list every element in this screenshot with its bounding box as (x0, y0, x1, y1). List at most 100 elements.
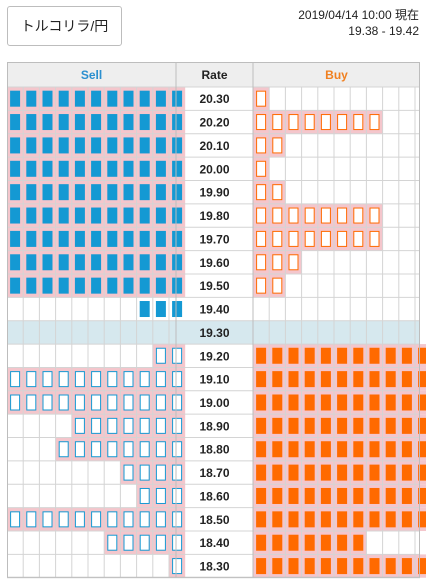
buy-order-block (353, 534, 364, 551)
sell-order-block (172, 137, 183, 154)
sell-order-block (74, 394, 85, 411)
sell-order-block (155, 207, 166, 224)
buy-order-block (353, 347, 364, 364)
buy-order-block (401, 371, 412, 388)
buy-order-block (304, 417, 315, 434)
buy-order-block (337, 464, 348, 481)
rate-label: 18.40 (199, 536, 229, 550)
sell-order-block (91, 277, 102, 294)
buy-order-block (353, 207, 364, 224)
sell-order-block (123, 371, 134, 388)
sell-order-block (155, 90, 166, 107)
sell-order-block (42, 511, 53, 528)
sell-order-block (74, 230, 85, 247)
rate-label: 19.30 (199, 326, 229, 340)
sell-order-block (107, 160, 118, 177)
buy-order-block (256, 230, 267, 247)
sell-order-block (155, 487, 166, 504)
sell-order-block (155, 441, 166, 458)
sell-order-block (155, 254, 166, 271)
sell-order-block (74, 511, 85, 528)
buy-order-block (288, 464, 299, 481)
sell-order-block (91, 371, 102, 388)
sell-order-block (155, 371, 166, 388)
sell-order-block (107, 114, 118, 131)
sell-order-block (91, 417, 102, 434)
buy-order-block (353, 230, 364, 247)
buy-order-block (418, 347, 426, 364)
buy-order-block (353, 487, 364, 504)
sell-order-block (172, 207, 183, 224)
buy-order-block (353, 558, 364, 575)
buy-order-block (320, 534, 331, 551)
buy-order-block (337, 114, 348, 131)
sell-order-block (58, 114, 69, 131)
buy-order-block (256, 114, 267, 131)
buy-order-block (385, 394, 396, 411)
buy-order-block (256, 277, 267, 294)
sell-order-block (74, 417, 85, 434)
buy-order-block (272, 417, 283, 434)
sell-order-block (42, 207, 53, 224)
buy-order-block (369, 207, 380, 224)
sell-order-block (91, 441, 102, 458)
sell-order-block (107, 184, 118, 201)
sell-order-block (42, 160, 53, 177)
buy-order-block (385, 371, 396, 388)
sell-order-block (58, 137, 69, 154)
sell-order-block (155, 230, 166, 247)
sell-order-block (58, 511, 69, 528)
buy-order-block (272, 254, 283, 271)
buy-order-block (320, 394, 331, 411)
sell-order-block (91, 184, 102, 201)
sell-order-block (42, 114, 53, 131)
buy-order-block (369, 511, 380, 528)
buy-order-block (288, 371, 299, 388)
buy-order-block (304, 464, 315, 481)
sell-order-block (10, 277, 21, 294)
buy-order-block (320, 114, 331, 131)
buy-order-block (418, 487, 426, 504)
sell-order-block (42, 184, 53, 201)
sell-order-block (172, 184, 183, 201)
buy-order-block (256, 347, 267, 364)
rate-label: 19.00 (199, 396, 229, 410)
buy-order-block (256, 394, 267, 411)
sell-order-block (123, 137, 134, 154)
buy-order-block (288, 558, 299, 575)
sell-order-block (10, 207, 21, 224)
sell-order-block (123, 277, 134, 294)
sell-order-block (26, 511, 37, 528)
buy-order-block (385, 487, 396, 504)
sell-order-block (42, 254, 53, 271)
buy-order-block (418, 441, 426, 458)
sell-order-block (91, 207, 102, 224)
buy-order-block (272, 511, 283, 528)
buy-order-block (304, 371, 315, 388)
buy-order-block (418, 558, 426, 575)
sell-order-block (91, 160, 102, 177)
buy-order-block (288, 207, 299, 224)
buy-order-block (288, 487, 299, 504)
sell-order-block (10, 184, 21, 201)
currency-pair-button[interactable]: トルコリラ/円 (7, 6, 122, 46)
sell-order-block (139, 114, 150, 131)
sell-order-block (139, 90, 150, 107)
sell-order-block (123, 230, 134, 247)
buy-order-block (385, 558, 396, 575)
buy-order-block (320, 487, 331, 504)
sell-order-block (155, 137, 166, 154)
buy-order-block (369, 558, 380, 575)
sell-order-block (107, 277, 118, 294)
sell-order-block (58, 230, 69, 247)
rate-label: 18.70 (199, 466, 229, 480)
sell-order-block (172, 301, 183, 318)
rate-label: 20.30 (199, 92, 229, 106)
buy-order-block (256, 207, 267, 224)
sell-order-block (123, 207, 134, 224)
buy-order-block (304, 394, 315, 411)
buy-order-block (385, 511, 396, 528)
sell-order-block (139, 230, 150, 247)
buy-order-block (288, 254, 299, 271)
